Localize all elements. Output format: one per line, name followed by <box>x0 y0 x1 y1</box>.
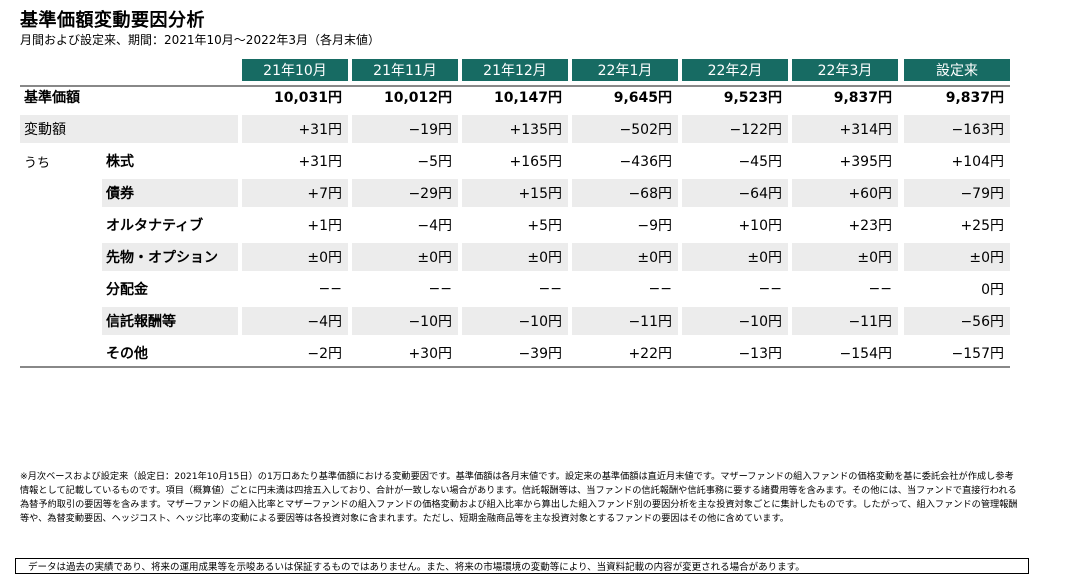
table-header-row: 21年10月 21年11月 21年12月 22年1月 22年2月 22年3月 設… <box>20 57 1010 81</box>
table-cell: −11円 <box>792 307 898 335</box>
change-row: 変動額 +31円 −19円 +135円 −502円 −122円 +314円 −1… <box>20 113 1010 145</box>
breakdown-row-trust-fees: 信託報酬等 −4円 −10円 −10円 −11円 −10円 −11円 −56円 <box>20 305 1010 337</box>
breakdown-row-other: その他 −2円 +30円 −39円 +22円 −13円 −154円 −157円 <box>20 337 1010 369</box>
row-label: 分配金 <box>106 282 148 298</box>
row-label: オルタナティブ <box>106 218 204 234</box>
table-cell: +30円 <box>408 346 452 362</box>
table-cell: −64円 <box>682 179 788 207</box>
col-header: 22年1月 <box>572 59 678 81</box>
table-cell: +7円 <box>242 179 348 207</box>
col-header: 22年3月 <box>792 59 898 81</box>
table-cell: 0円 <box>981 282 1004 298</box>
table-cell: ±0円 <box>462 243 568 271</box>
table-cell: −− <box>428 281 452 297</box>
table-cell: −79円 <box>904 179 1010 207</box>
table-cell: +5円 <box>527 218 562 234</box>
table-cell: −10円 <box>462 307 568 335</box>
breakdown-row-bonds: 債券 +7円 −29円 +15円 −68円 −64円 +60円 −79円 <box>20 177 1010 209</box>
table-cell: −− <box>758 281 782 297</box>
table-cell: −436円 <box>619 154 672 170</box>
col-header: 21年11月 <box>352 59 458 81</box>
table-cell: 10,147円 <box>493 90 562 106</box>
table-cell: −4円 <box>242 307 348 335</box>
uchi-label: うち <box>24 155 51 171</box>
table-cell: −− <box>318 281 342 297</box>
table-cell: −68円 <box>572 179 678 207</box>
breakdown-row-stocks: うち 株式 +31円 −5円 +165円 −436円 −45円 +395円 +1… <box>20 145 1010 177</box>
table-bottom-rule <box>20 366 1010 368</box>
table-cell: −157円 <box>951 346 1004 362</box>
table-cell: −29円 <box>352 179 458 207</box>
table-cell: −9円 <box>637 218 672 234</box>
row-label: 信託報酬等 <box>102 307 238 335</box>
table-cell: 9,837円 <box>945 90 1004 106</box>
table-cell: +15円 <box>462 179 568 207</box>
table-top-rule <box>20 85 1010 87</box>
table-cell: −4円 <box>417 218 452 234</box>
row-label: 基準価額 <box>24 90 80 106</box>
table-cell: 10,012円 <box>383 90 452 106</box>
table-cell: −10円 <box>682 307 788 335</box>
table-cell: +60円 <box>792 179 898 207</box>
table-cell: +10円 <box>738 218 782 234</box>
table-cell: −10円 <box>352 307 458 335</box>
col-header: 21年10月 <box>242 59 348 81</box>
table-cell: −154円 <box>839 346 892 362</box>
table-cell: +31円 <box>298 154 342 170</box>
table-cell: −56円 <box>904 307 1010 335</box>
table-cell: −− <box>538 281 562 297</box>
table-cell: +165円 <box>509 154 562 170</box>
page-title: 基準価額変動要因分析 <box>20 10 205 31</box>
table-cell: 10,031円 <box>273 90 342 106</box>
table-cell: ±0円 <box>792 243 898 271</box>
table-cell: −39円 <box>518 346 562 362</box>
table-cell: −− <box>868 281 892 297</box>
col-header: 21年12月 <box>462 59 568 81</box>
table-cell: +23円 <box>848 218 892 234</box>
row-label: 先物・オプション <box>102 243 238 271</box>
table-cell: −122円 <box>682 115 788 143</box>
nav-row: 基準価額 10,031円 10,012円 10,147円 9,645円 9,52… <box>20 81 1010 113</box>
breakdown-row-distribution: 分配金 −− −− −− −− −− −− 0円 <box>20 273 1010 305</box>
table-cell: ±0円 <box>682 243 788 271</box>
table-cell: +314円 <box>792 115 898 143</box>
table-cell: −19円 <box>352 115 458 143</box>
breakdown-row-alternatives: オルタナティブ +1円 −4円 +5円 −9円 +10円 +23円 +25円 <box>20 209 1010 241</box>
table-cell: −− <box>648 281 672 297</box>
table-cell: +395円 <box>839 154 892 170</box>
table-cell: −5円 <box>417 154 452 170</box>
col-header: 22年2月 <box>682 59 788 81</box>
table-cell: ±0円 <box>242 243 348 271</box>
table-cell: −502円 <box>572 115 678 143</box>
table-cell: 9,837円 <box>833 90 892 106</box>
row-label: 債券 <box>102 179 238 207</box>
table-cell: ±0円 <box>352 243 458 271</box>
table-cell: −45円 <box>738 154 782 170</box>
table-cell: −163円 <box>904 115 1010 143</box>
row-label: 株式 <box>106 154 134 170</box>
row-label: その他 <box>106 346 148 362</box>
table-cell: ±0円 <box>904 243 1010 271</box>
table-cell: +1円 <box>307 218 342 234</box>
table-cell: +31円 <box>242 115 348 143</box>
disclaimer-text: データは過去の実績であり、将来の運用成果等を示唆あるいは保証するものではありませ… <box>28 562 805 573</box>
table-cell: +22円 <box>628 346 672 362</box>
row-label: 変動額 <box>20 115 238 143</box>
table-cell: 9,645円 <box>613 90 672 106</box>
table-cell: +25円 <box>960 218 1004 234</box>
variance-table: 21年10月 21年11月 21年12月 22年1月 22年2月 22年3月 設… <box>20 57 1010 369</box>
period-subtitle: 月間および設定来、期間：2021年10月～2022年3月（各月末値） <box>20 33 380 47</box>
table-cell: +104円 <box>951 154 1004 170</box>
breakdown-row-futures-options: 先物・オプション ±0円 ±0円 ±0円 ±0円 ±0円 ±0円 ±0円 <box>20 241 1010 273</box>
footnote: ※月次ベースおよび設定来（設定日：2021年10月15日）の1万口あたり基準価額… <box>20 471 1018 524</box>
table-cell: 9,523円 <box>723 90 782 106</box>
table-cell: ±0円 <box>572 243 678 271</box>
col-header-since-inception: 設定来 <box>904 59 1010 81</box>
table-cell: −13円 <box>738 346 782 362</box>
table-cell: −11円 <box>572 307 678 335</box>
table-cell: +135円 <box>462 115 568 143</box>
table-cell: −2円 <box>307 346 342 362</box>
disclaimer-box: データは過去の実績であり、将来の運用成果等を示唆あるいは保証するものではありませ… <box>15 558 1029 574</box>
